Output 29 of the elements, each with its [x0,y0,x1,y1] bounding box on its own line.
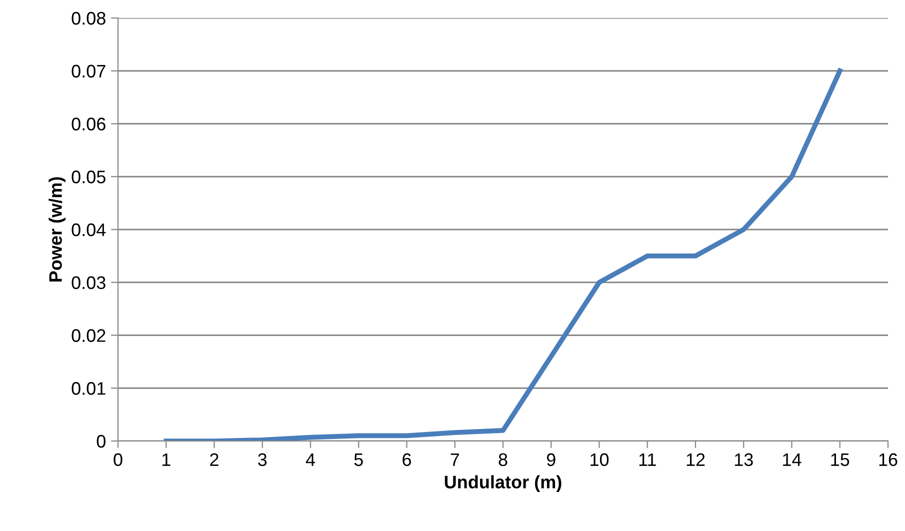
x-tick-label: 3 [258,453,267,466]
x-tick-label: 8 [498,453,508,466]
x-tick-label: 14 [783,453,802,466]
x-tick-label: 0 [114,453,122,466]
x-tick-label: 5 [354,453,363,466]
x-tick-label: 10 [590,453,609,466]
x-tick-label: 9 [546,453,556,466]
x-tick-label: 1 [162,453,170,466]
y-tick-label: 0 [96,434,106,448]
y-tick-label: 0.03 [72,276,106,290]
x-tick-label: 6 [402,453,411,466]
y-axis-title: Power (w/m) [48,177,66,282]
y-tick-label: 0.07 [72,64,106,78]
y-tick-label: 0.02 [72,329,106,342]
x-tick-label: 11 [639,453,656,466]
x-tick-label: 7 [450,453,459,466]
y-tick-label: 0.05 [72,170,106,184]
x-tick-label: 12 [686,453,705,466]
line-series [164,68,842,441]
x-tick-label: 13 [734,453,753,466]
x-axis-title: Undulator (m) [444,475,562,492]
y-tick-label: 0.08 [72,12,106,25]
y-tick-label: 0.06 [72,118,106,130]
x-tick-label: 16 [879,453,898,466]
y-tick-label: 0.04 [72,223,106,236]
x-tick-label: 15 [831,453,850,466]
x-tick-label: 4 [306,453,315,466]
x-tick-label: 2 [210,453,218,466]
y-tick-label: 0.01 [72,382,106,395]
